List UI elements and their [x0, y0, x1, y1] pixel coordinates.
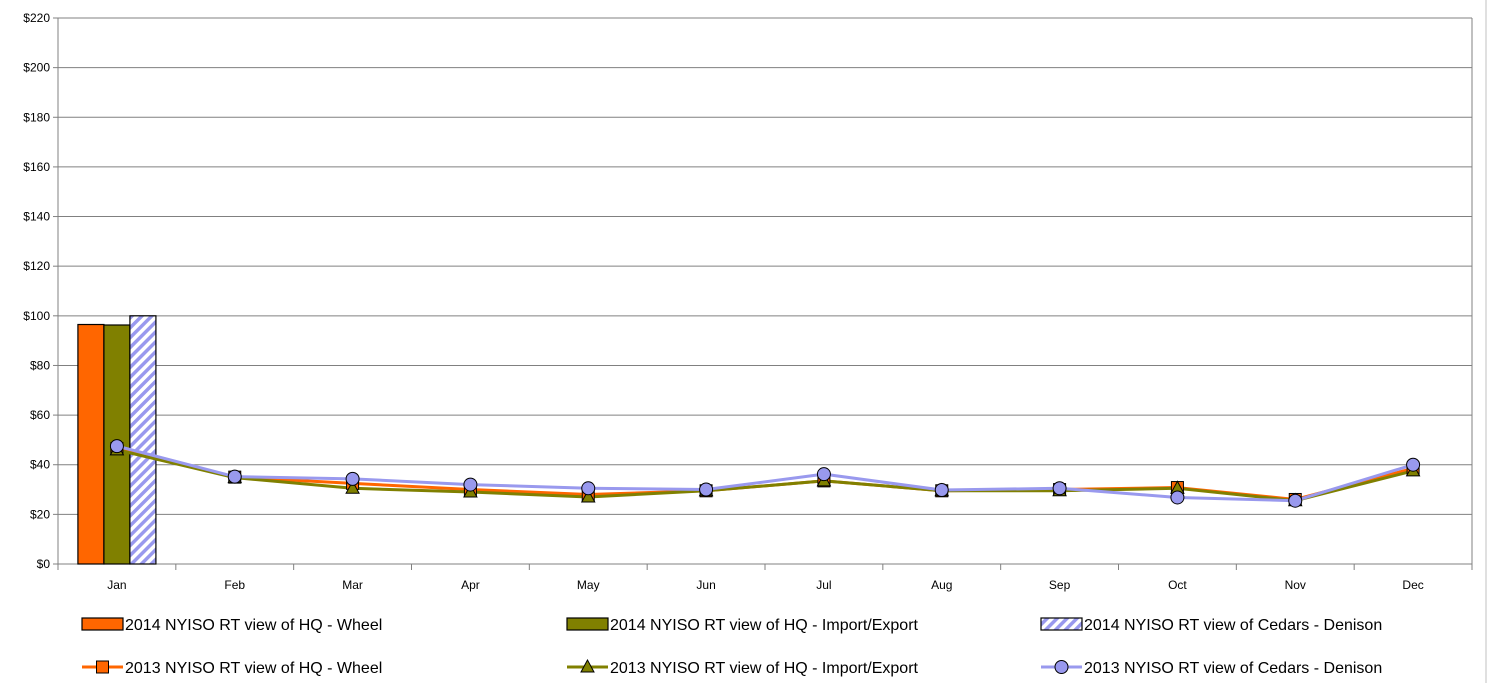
data-point — [816, 467, 831, 482]
data-point — [699, 482, 714, 497]
gridlines — [58, 17, 1472, 565]
data-point — [1170, 490, 1185, 505]
bar — [77, 323, 105, 565]
y-tick-label: $140 — [23, 210, 50, 224]
data-point — [1052, 481, 1067, 496]
y-tick-label: $80 — [30, 358, 50, 372]
legend-label: 2014 NYISO RT view of HQ - Import/Export — [610, 617, 919, 634]
y-tick-label: $0 — [37, 557, 51, 571]
data-point — [345, 471, 360, 486]
legend-label: 2013 NYISO RT view of HQ - Import/Export — [610, 660, 919, 677]
x-tick-label: Jun — [696, 578, 715, 592]
x-tick-label: Jan — [107, 578, 126, 592]
y-tick-label: $120 — [23, 259, 50, 273]
x-tick-label: Oct — [1168, 578, 1187, 592]
legend-marker — [96, 660, 109, 674]
legend-swatch — [81, 617, 124, 631]
series-line — [116, 448, 1414, 503]
x-tick-label: Feb — [224, 578, 245, 592]
y-tick-label: $160 — [23, 160, 50, 174]
bar — [129, 315, 157, 565]
legend-swatch — [566, 617, 609, 631]
data-point — [580, 488, 596, 503]
y-tick-label: $60 — [30, 408, 50, 422]
y-tick-label: $40 — [30, 458, 50, 472]
y-tick-label: $220 — [23, 11, 50, 25]
data-point — [109, 439, 124, 454]
y-tick-label: $100 — [23, 309, 50, 323]
x-tick-label: Jul — [816, 578, 831, 592]
legend: 2014 NYISO RT view of HQ - Wheel 2014 NYI… — [81, 617, 1382, 677]
x-tick-label: Apr — [461, 578, 480, 592]
legend-label: 2013 NYISO RT view of HQ - Wheel — [125, 660, 382, 677]
legend-label: 2014 NYISO RT view of Cedars - Denison — [1084, 617, 1382, 634]
legend-label: 2013 NYISO RT view of Cedars - Denison — [1084, 660, 1382, 677]
y-tick-label: $180 — [23, 110, 50, 124]
series-lines — [109, 439, 1421, 508]
x-tick-label: Aug — [931, 578, 952, 592]
data-point — [463, 477, 478, 492]
data-point — [1406, 457, 1421, 472]
legend-marker — [1054, 660, 1069, 674]
data-point — [581, 481, 596, 496]
x-tick-label: Nov — [1285, 578, 1306, 592]
axes: $0 $20 $40 $60 $80 $100 $120 $140 $160 $180 $200 $2… — [23, 11, 1473, 592]
data-point — [1288, 493, 1303, 508]
data-point — [227, 469, 242, 484]
data-point — [345, 480, 360, 494]
y-tick-label: $20 — [30, 507, 50, 521]
legend-swatch — [1040, 617, 1083, 631]
x-tick-label: Sep — [1049, 578, 1071, 592]
series-line — [116, 444, 1414, 503]
legend-label: 2014 NYISO RT view of HQ - Wheel — [125, 617, 382, 634]
legend-marker — [580, 658, 595, 673]
x-tick-label: May — [577, 578, 600, 592]
x-tick-label: Dec — [1402, 578, 1423, 592]
data-point — [934, 483, 949, 498]
x-tick-label: Mar — [342, 578, 363, 592]
y-tick-label: $200 — [23, 61, 50, 75]
